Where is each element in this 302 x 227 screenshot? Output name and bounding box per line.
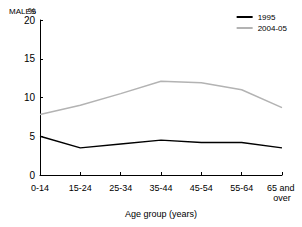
- svg-text:5: 5: [29, 131, 35, 142]
- svg-text:55-64: 55-64: [230, 183, 253, 193]
- svg-text:Age group (years): Age group (years): [125, 209, 197, 219]
- svg-text:25-34: 25-34: [109, 183, 132, 193]
- svg-text:over: over: [273, 193, 291, 203]
- svg-text:2004-05: 2004-05: [258, 24, 288, 33]
- svg-text:20: 20: [24, 15, 36, 26]
- svg-text:15-24: 15-24: [69, 183, 92, 193]
- svg-text:1995: 1995: [258, 13, 276, 22]
- svg-text:0-14: 0-14: [31, 183, 49, 193]
- svg-text:MALES: MALES: [9, 7, 36, 16]
- svg-text:45-54: 45-54: [190, 183, 213, 193]
- svg-text:65 and: 65 and: [267, 183, 297, 193]
- svg-text:0: 0: [29, 170, 35, 181]
- svg-text:35-44: 35-44: [149, 183, 172, 193]
- svg-text:15: 15: [24, 53, 36, 64]
- svg-text:10: 10: [24, 92, 36, 103]
